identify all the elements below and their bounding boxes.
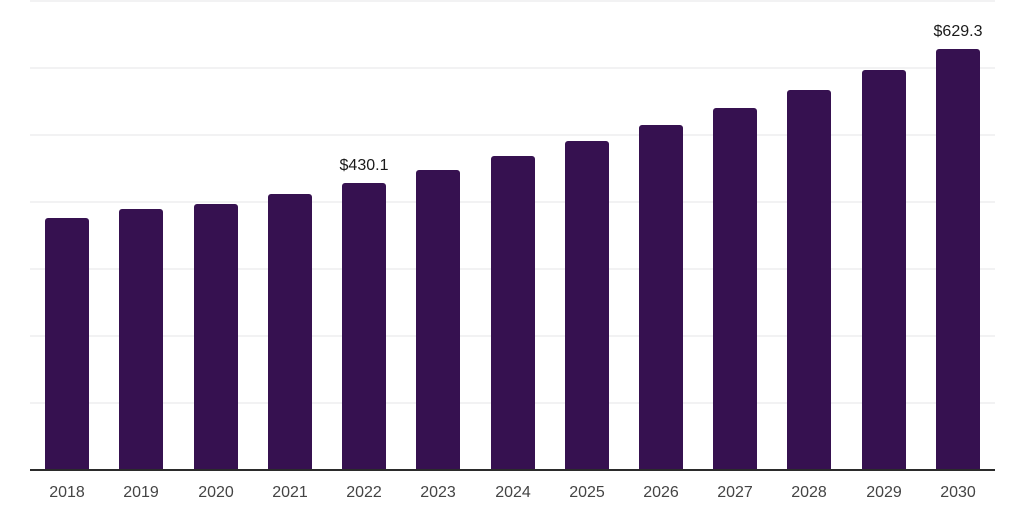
bar-2018[interactable] bbox=[45, 218, 89, 469]
bar-2026[interactable] bbox=[639, 125, 683, 469]
x-tick-2018: 2018 bbox=[49, 484, 85, 501]
x-tick-2026: 2026 bbox=[643, 484, 679, 501]
gridline-500 bbox=[30, 134, 995, 136]
x-tick-2027: 2027 bbox=[717, 484, 753, 501]
x-tick-2023: 2023 bbox=[420, 484, 456, 501]
x-axis-line bbox=[30, 469, 995, 471]
bar-2021[interactable] bbox=[268, 194, 312, 469]
bar-2029[interactable] bbox=[862, 70, 906, 469]
x-tick-2022: 2022 bbox=[346, 484, 382, 501]
bar-value-label-2030: $629.3 bbox=[933, 23, 983, 40]
bar-2020[interactable] bbox=[194, 204, 238, 469]
gridline-700 bbox=[30, 0, 995, 2]
x-tick-2024: 2024 bbox=[495, 484, 531, 501]
x-tick-2020: 2020 bbox=[198, 484, 234, 501]
x-tick-2025: 2025 bbox=[569, 484, 605, 501]
bar-2019[interactable] bbox=[119, 209, 163, 469]
bar-2025[interactable] bbox=[565, 141, 609, 469]
bar-value-label-2022: $430.1 bbox=[339, 157, 389, 174]
bar-2023[interactable] bbox=[416, 170, 460, 469]
gridline-600 bbox=[30, 67, 995, 69]
bar-2022[interactable] bbox=[342, 183, 386, 469]
x-tick-2030: 2030 bbox=[940, 484, 976, 501]
x-tick-2028: 2028 bbox=[791, 484, 827, 501]
bar-2030[interactable] bbox=[936, 49, 980, 469]
plot-area: $430.1 $629.3 bbox=[30, 0, 995, 469]
x-tick-2019: 2019 bbox=[123, 484, 159, 501]
x-axis-labels: 2018 2019 2020 2021 2022 2023 2024 2025 2026 2027… bbox=[30, 484, 995, 506]
bar-2028[interactable] bbox=[787, 90, 831, 469]
x-tick-2021: 2021 bbox=[272, 484, 308, 501]
bar-2027[interactable] bbox=[713, 108, 757, 469]
x-tick-2029: 2029 bbox=[866, 484, 902, 501]
bar-2024[interactable] bbox=[491, 156, 535, 469]
